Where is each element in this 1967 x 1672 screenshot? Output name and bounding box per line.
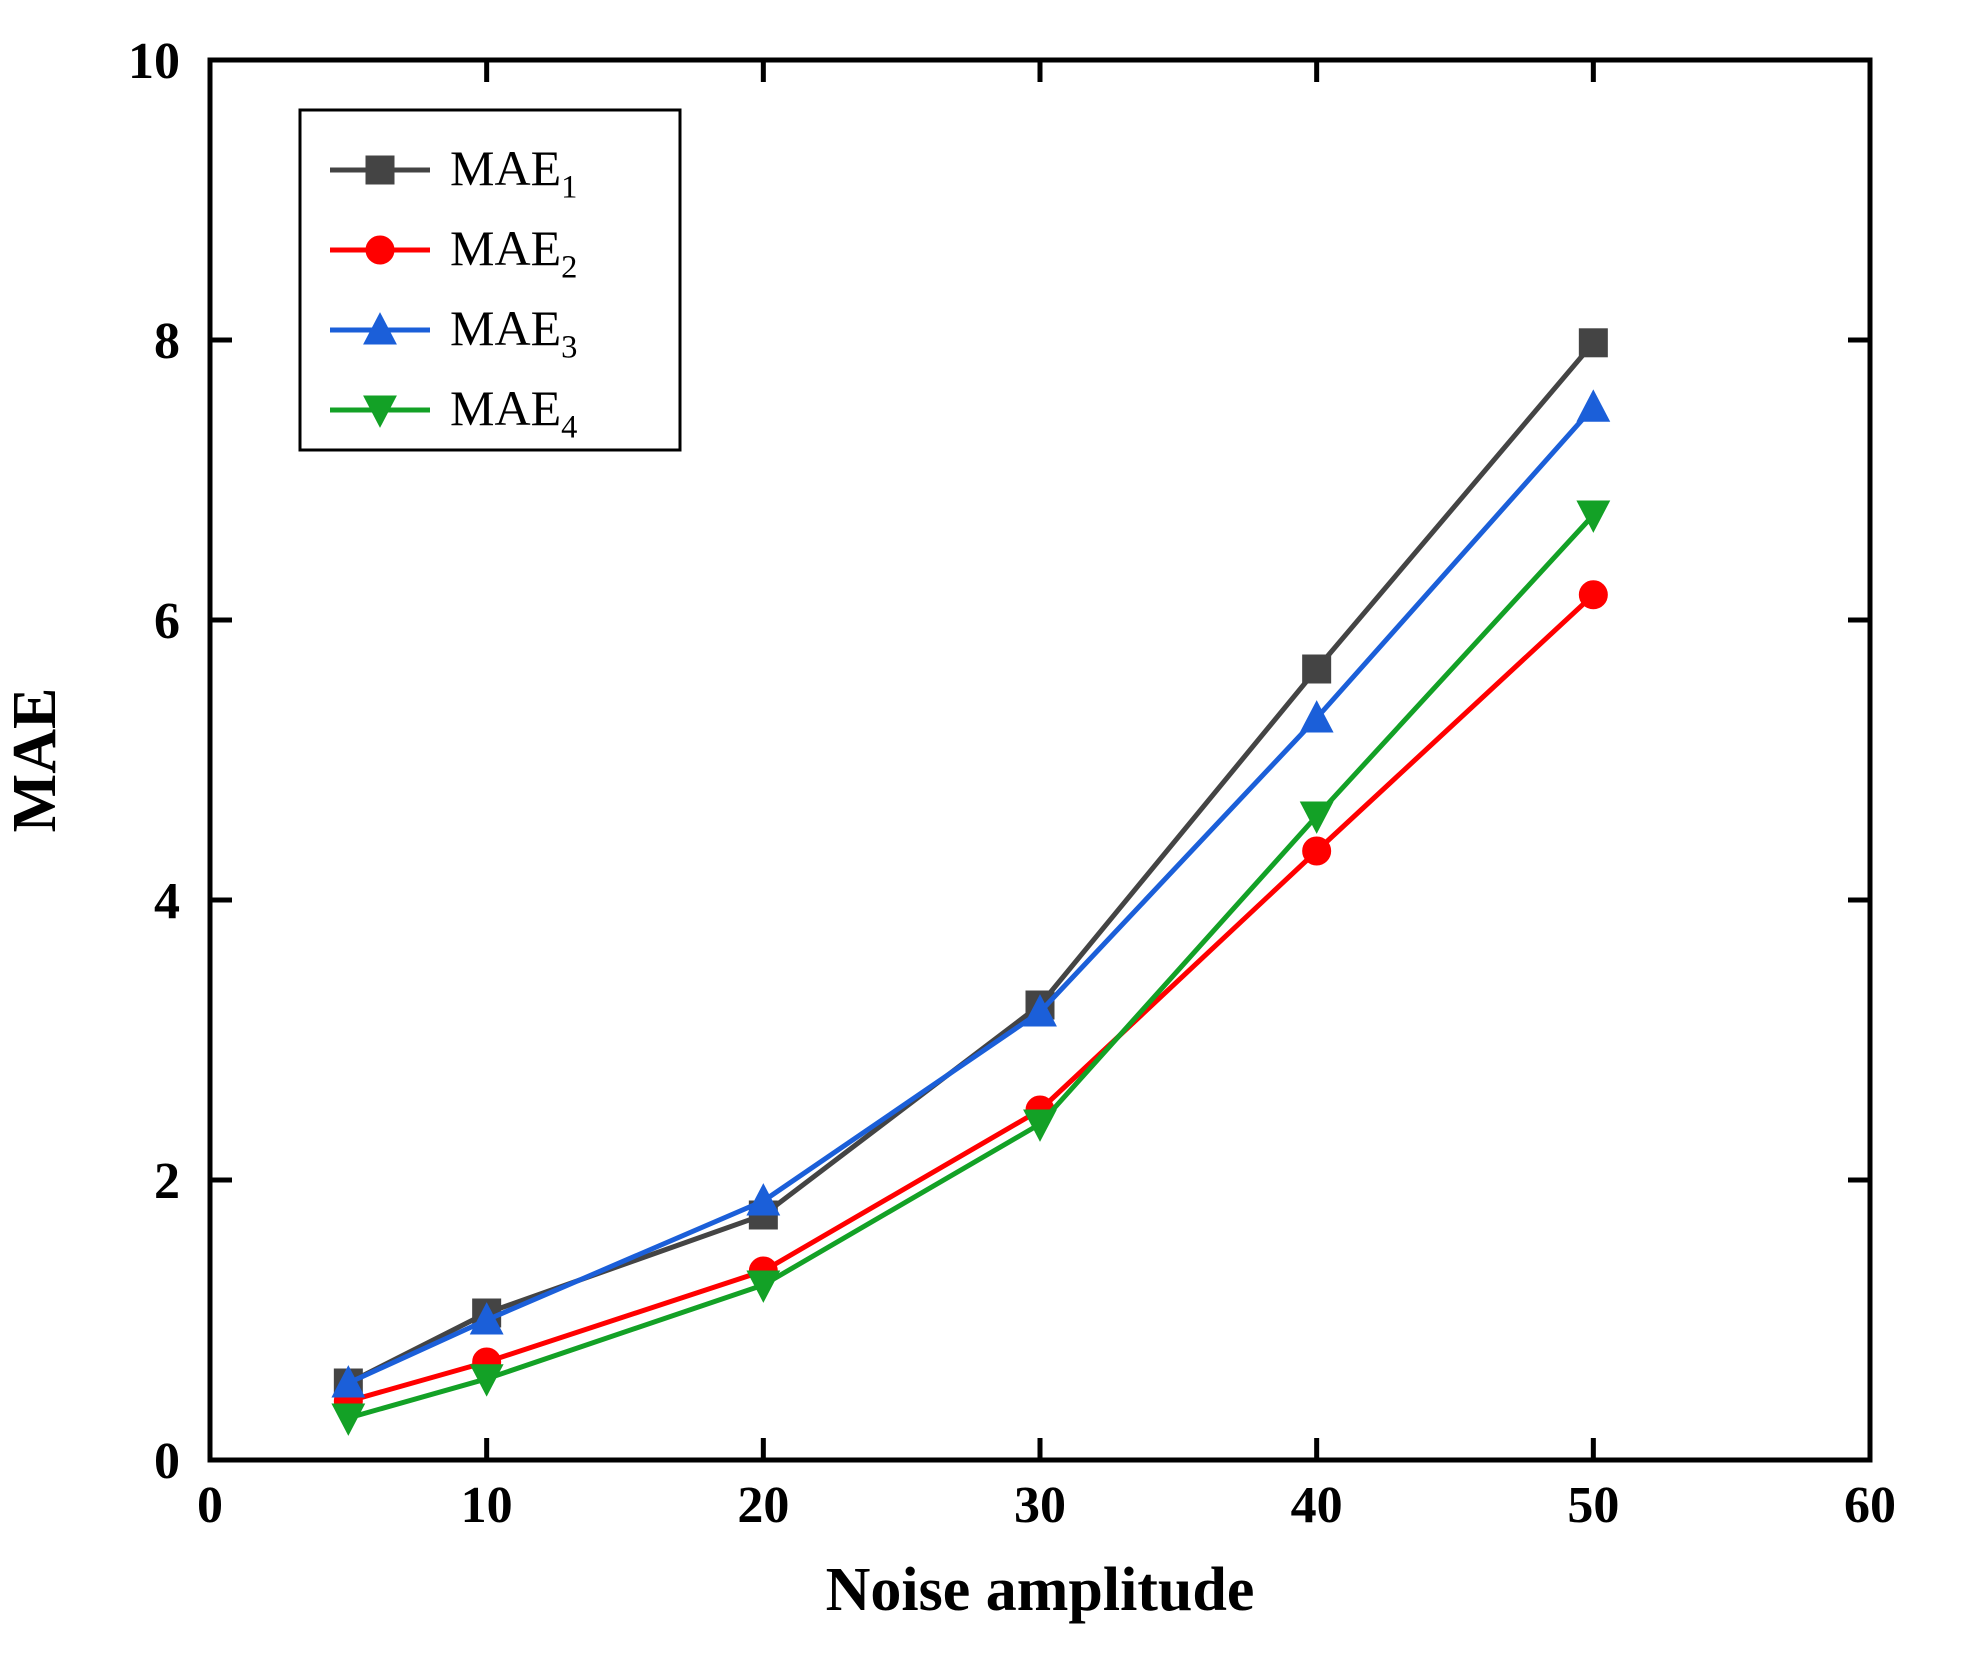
legend-item-mae3: MAE3 xyxy=(450,300,577,366)
legend-item-mae1: MAE1 xyxy=(450,140,577,206)
y-tick-label: 6 xyxy=(154,593,180,650)
x-tick-label: 0 xyxy=(197,1477,223,1534)
y-tick-label: 2 xyxy=(154,1153,180,1210)
y-tick-label: 0 xyxy=(154,1433,180,1490)
mae-line-chart: 0 10 20 30 40 50 60 0 2 4 6 8 10 Noise amplitude MAE MA… xyxy=(0,0,1967,1672)
legend-item-mae4: MAE4 xyxy=(450,380,577,446)
x-tick-label: 20 xyxy=(737,1477,789,1534)
chart-container: 0 10 20 30 40 50 60 0 2 4 6 8 10 Noise amplitude MAE MA… xyxy=(0,0,1967,1672)
y-tick-label: 8 xyxy=(154,313,180,370)
y-axis-label: MAE xyxy=(1,688,69,833)
x-tick-label: 40 xyxy=(1291,1477,1343,1534)
y-tick-label: 10 xyxy=(128,33,180,90)
x-tick-label: 60 xyxy=(1844,1477,1896,1534)
x-tick-label: 30 xyxy=(1014,1477,1066,1534)
x-tick-label: 50 xyxy=(1567,1477,1619,1534)
legend-item-mae2: MAE2 xyxy=(450,220,577,286)
x-tick-label: 10 xyxy=(461,1477,513,1534)
x-axis-label: Noise amplitude xyxy=(826,1556,1255,1624)
y-tick-label: 4 xyxy=(154,873,180,930)
